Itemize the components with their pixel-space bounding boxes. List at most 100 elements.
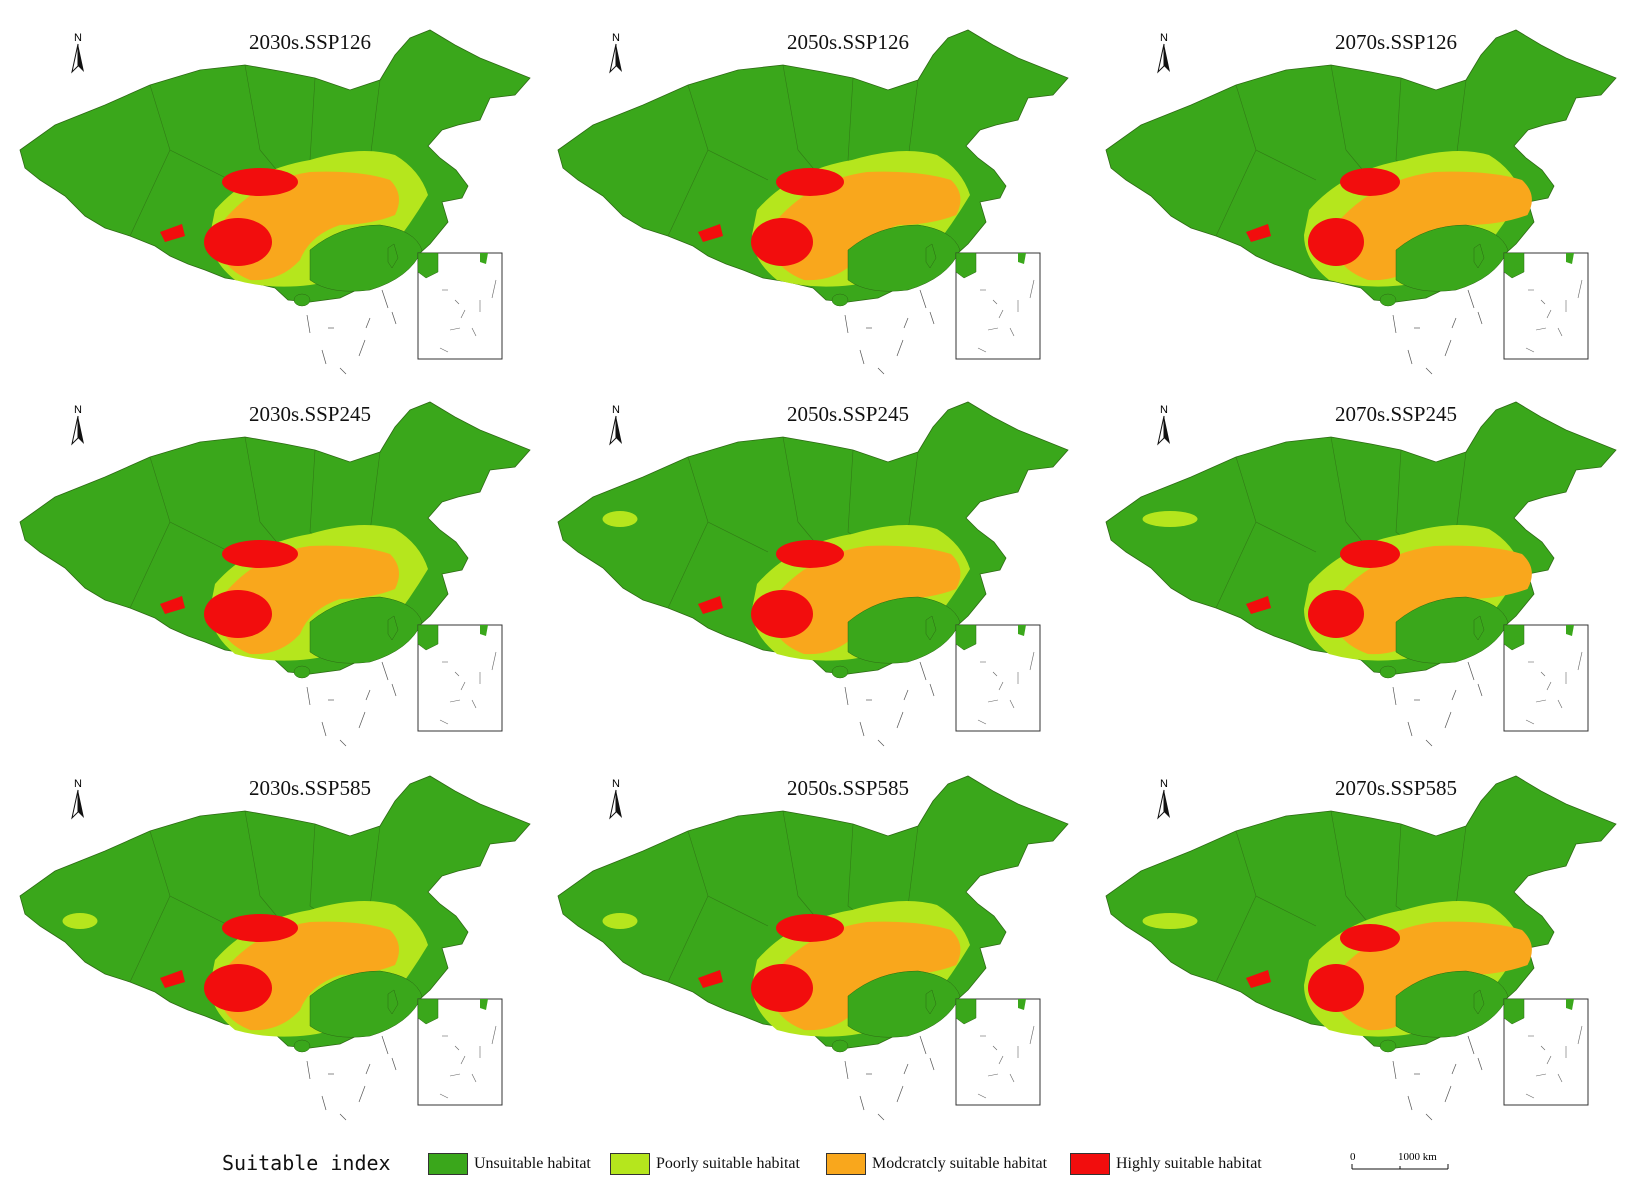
poor-zone-northwest [1142,913,1198,929]
south-sea-islands [844,289,935,375]
high-zone-south [751,590,813,638]
scale-bar: 0 1000 km [1340,1147,1460,1183]
china-map [1105,775,1617,1121]
southeast-unsuitable [1395,596,1509,664]
south-sea-islands [306,1035,397,1121]
moderate-zone [772,921,961,1031]
high-zone-south [1308,964,1364,1012]
high-zone-west [1246,224,1271,242]
north-arrow-icon: N [606,404,626,452]
poor-zone-northwest [1142,511,1198,527]
map-panel: N 2070s.SSP245 [1096,382,1636,762]
south-sea-islands [844,661,935,747]
panel-title: 2030s.SSP245 [249,402,371,426]
north-label: N [612,32,620,44]
legend-swatch-poor [610,1153,650,1175]
high-zone-south [1308,590,1364,638]
high-zone-south [204,218,272,266]
high-zone-north [222,914,298,942]
china-map [19,29,531,375]
taiwan-island [1473,989,1485,1015]
panel-title: 2070s.SSP126 [1335,30,1457,54]
legend-label-moderate: Modcratcly suitable habitat [872,1155,1048,1172]
legend-swatch-unsuitable [428,1153,468,1175]
panel-title: 2070s.SSP585 [1335,776,1457,800]
southeast-unsuitable [1395,224,1509,292]
poor-zone-northwest [62,913,98,929]
southeast-unsuitable [847,596,961,664]
china-map [557,29,1069,375]
map-panel: N 2030s.SSP245 [10,382,550,762]
china-map [19,401,531,747]
map-panel: N 2070s.SSP126 [1096,10,1636,390]
map-panel: N 2030s.SSP585 [10,756,550,1136]
north-label: N [1160,404,1168,416]
high-zone-north [1340,540,1400,568]
legend-swatch-moderate [826,1153,866,1175]
north-label: N [612,404,620,416]
moderate-zone [1335,545,1532,655]
high-zone-north [776,540,844,568]
hainan-island [293,1039,311,1053]
north-label: N [612,778,620,790]
legend-label-high: Highly suitable habitat [1116,1155,1262,1172]
hainan-island [831,293,849,307]
north-label: N [74,778,82,790]
scale-distance-label: 1000 km [1398,1151,1437,1163]
north-label: N [74,404,82,416]
north-arrow-icon: N [68,404,88,452]
legend-item-unsuitable: Unsuitable habitat [428,1153,591,1175]
taiwan-island [925,989,937,1015]
north-label: N [1160,32,1168,44]
high-zone-west [1246,596,1271,614]
inset-map [1503,998,1589,1106]
legend-item-poor: Poorly suitable habitat [610,1153,800,1175]
legend-item-high: Highly suitable habitat [1070,1153,1262,1175]
taiwan-island [925,615,937,641]
high-zone-north [1340,168,1400,196]
taiwan-island [1473,615,1485,641]
north-arrow-icon: N [1154,778,1174,826]
north-arrow-icon: N [606,32,626,80]
inset-map [1503,252,1589,360]
high-zone-south [1308,218,1364,266]
china-map [1105,401,1617,747]
north-label: N [1160,778,1168,790]
north-arrow-icon: N [606,778,626,826]
south-sea-islands [1392,1035,1483,1121]
south-sea-islands [306,661,397,747]
high-zone-west [160,224,185,242]
map-panel: N 2050s.SSP245 [548,382,1088,762]
taiwan-island [387,243,399,269]
hainan-island [1379,665,1397,679]
hainan-island [293,293,311,307]
inset-map [955,624,1041,732]
taiwan-island [925,243,937,269]
hainan-island [293,665,311,679]
legend-title: Suitable index [222,1151,391,1175]
north-arrow-icon: N [1154,32,1174,80]
map-panel: N 2050s.SSP585 [548,756,1088,1136]
china-map [557,775,1069,1121]
north-arrow-icon: N [68,778,88,826]
high-zone-south [204,964,272,1012]
high-zone-south [204,590,272,638]
taiwan-island [387,615,399,641]
map-panel: N 2050s.SSP126 [548,10,1088,390]
south-sea-islands [1392,661,1483,747]
moderate-zone [220,921,399,1031]
north-arrow-icon: N [68,32,88,80]
southeast-unsuitable [847,970,961,1038]
high-zone-west [698,224,723,242]
moderate-zone [1335,171,1532,281]
panel-title: 2030s.SSP126 [249,30,371,54]
legend: Suitable index Unsuitable habitat Poorly… [0,1145,1642,1185]
hainan-island [831,665,849,679]
map-panel: N 2070s.SSP585 [1096,756,1636,1136]
high-zone-north [222,168,298,196]
legend-label-poor: Poorly suitable habitat [656,1155,800,1172]
high-zone-west [698,970,723,988]
inset-map [955,252,1041,360]
high-zone-south [751,964,813,1012]
panel-title: 2050s.SSP126 [787,30,909,54]
